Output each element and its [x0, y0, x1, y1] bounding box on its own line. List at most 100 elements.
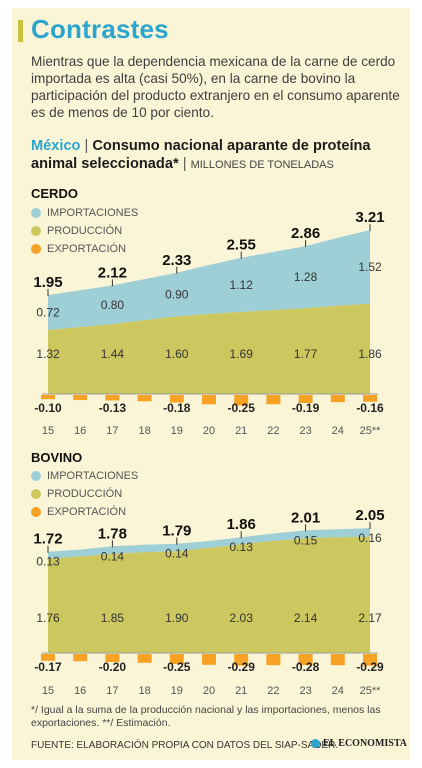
heading-separator-2: |	[182, 156, 191, 172]
export-bar	[105, 395, 120, 401]
intro-text: Mientras que la dependencia mexicana de …	[31, 54, 400, 120]
total-label: 1.95	[33, 274, 62, 291]
legend-dot-produccion	[31, 489, 41, 499]
produccion-label: 1.76	[36, 611, 60, 625]
area-importaciones	[48, 528, 370, 559]
x-tick-label: 24	[332, 685, 344, 697]
chart-bovino: 15 16 17 18 19 20 21 22 23 24 25** 1.72 0.13 1.76 -0.1…	[33, 507, 384, 697]
panel-title-bovino: BOVINO	[31, 450, 83, 465]
x-tick-label: 21	[235, 685, 247, 697]
importaciones-label: 1.12	[230, 278, 254, 292]
legend-item-importaciones: IMPORTACIONES	[31, 467, 138, 485]
x-tick-label: 17	[106, 685, 118, 697]
brand-logo: EL ECONOMISTA	[311, 738, 407, 749]
export-bar	[41, 654, 55, 661]
importaciones-label: 1.52	[358, 260, 382, 274]
total-label: 2.01	[291, 509, 320, 526]
total-label: 2.55	[227, 237, 256, 254]
total-label: 2.33	[162, 252, 191, 269]
legend-cerdo: IMPORTACIONES PRODUCCIÓN EXPORTACIÓN	[31, 204, 138, 258]
export-bar	[169, 395, 184, 403]
total-label: 2.86	[291, 225, 320, 242]
importaciones-label: 0.15	[294, 533, 318, 547]
total-label: 2.05	[355, 507, 384, 524]
exportacion-label: -0.18	[163, 401, 191, 415]
exportacion-label: -0.25	[163, 660, 191, 674]
footnote: */ Igual a la suma de la producción naci…	[31, 704, 381, 729]
x-tick-label: 22	[267, 685, 279, 697]
exportacion-label: -0.17	[34, 660, 62, 674]
export-bar	[363, 395, 377, 402]
legend-label-importaciones: IMPORTACIONES	[47, 470, 139, 482]
brand-name: EL ECONOMISTA	[323, 738, 407, 749]
legend-label-exportacion: EXPORTACIÓN	[47, 506, 127, 518]
importaciones-label: 0.13	[36, 555, 60, 569]
produccion-label: 1.32	[36, 347, 60, 361]
x-tick-label: 21	[235, 425, 247, 437]
export-bar	[330, 395, 345, 403]
legend-dot-importaciones	[31, 208, 41, 218]
source-note: FUENTE: ELABORACIÓN PROPIA CON DATOS DEL…	[31, 740, 339, 751]
export-bar	[298, 654, 313, 666]
total-label: 1.72	[33, 531, 62, 548]
legend-label-produccion: PRODUCCIÓN	[47, 225, 123, 237]
area-importaciones	[48, 230, 370, 330]
heading-text: Consumo nacional aparante de proteína an…	[31, 138, 371, 172]
export-bar	[202, 654, 216, 665]
page-title: Contrastes	[31, 14, 169, 44]
x-tick-label: 17	[106, 425, 118, 437]
x-tick-label: 20	[203, 685, 215, 697]
produccion-label: 1.90	[165, 611, 189, 625]
importaciones-label: 0.90	[165, 288, 189, 302]
produccion-label: 1.77	[294, 347, 318, 361]
produccion-label: 1.69	[230, 347, 254, 361]
total-label: 1.78	[98, 525, 127, 542]
export-bar	[266, 395, 281, 405]
heading-units: MILLONES DE TONELADAS	[190, 159, 334, 171]
x-tick-label: 18	[138, 685, 150, 697]
legend-label-produccion: PRODUCCIÓN	[47, 488, 123, 500]
export-bar	[234, 395, 249, 406]
legend-dot-produccion	[31, 226, 41, 236]
importaciones-label: 0.13	[230, 540, 254, 554]
area-produccion	[48, 536, 370, 653]
importaciones-label: 0.72	[36, 306, 60, 320]
export-bar	[41, 395, 55, 400]
exportacion-label: -0.29	[228, 660, 256, 674]
x-tick-label: 23	[299, 425, 311, 437]
legend-bovino: IMPORTACIONES PRODUCCIÓN EXPORTACIÓN	[31, 467, 138, 521]
legend-item-importaciones: IMPORTACIONES	[31, 204, 138, 222]
x-tick-label: 16	[74, 685, 86, 697]
x-tick-label: 25**	[360, 425, 382, 437]
x-tick-label: 15	[42, 685, 54, 697]
x-tick-label: 20	[203, 425, 215, 437]
legend-item-exportacion: EXPORTACIÓN	[31, 503, 138, 521]
legend-dot-exportacion	[31, 244, 41, 254]
importaciones-label: 0.16	[358, 531, 382, 545]
produccion-label: 1.44	[101, 347, 125, 361]
chart-cerdo: 15 16 17 18 19 20 21 22 23 24 25** 1.95 0.72 1.32 -0.1…	[33, 209, 384, 437]
legend-item-produccion: PRODUCCIÓN	[31, 222, 138, 240]
importaciones-label: 1.28	[294, 270, 318, 284]
x-tick-label: 16	[74, 425, 86, 437]
x-tick-label: 19	[171, 425, 183, 437]
export-bar	[73, 395, 88, 401]
area-produccion	[48, 303, 370, 394]
export-bar	[234, 654, 249, 666]
x-tick-label: 23	[299, 685, 311, 697]
export-bar	[202, 395, 216, 405]
exportacion-label: -0.25	[228, 401, 256, 415]
x-tick-label: 18	[138, 425, 150, 437]
x-tick-label: 19	[171, 685, 183, 697]
exportacion-label: -0.29	[356, 660, 384, 674]
exportacion-label: -0.10	[34, 401, 62, 415]
produccion-label: 1.85	[101, 611, 125, 625]
exportacion-label: -0.16	[356, 401, 384, 415]
importaciones-label: 0.14	[101, 549, 125, 563]
legend-item-exportacion: EXPORTACIÓN	[31, 240, 138, 258]
importaciones-label: 0.80	[101, 298, 125, 312]
export-bar	[363, 654, 377, 666]
x-tick-label: 25**	[360, 685, 382, 697]
export-bar	[330, 654, 345, 666]
panel-title-cerdo: CERDO	[31, 186, 78, 201]
